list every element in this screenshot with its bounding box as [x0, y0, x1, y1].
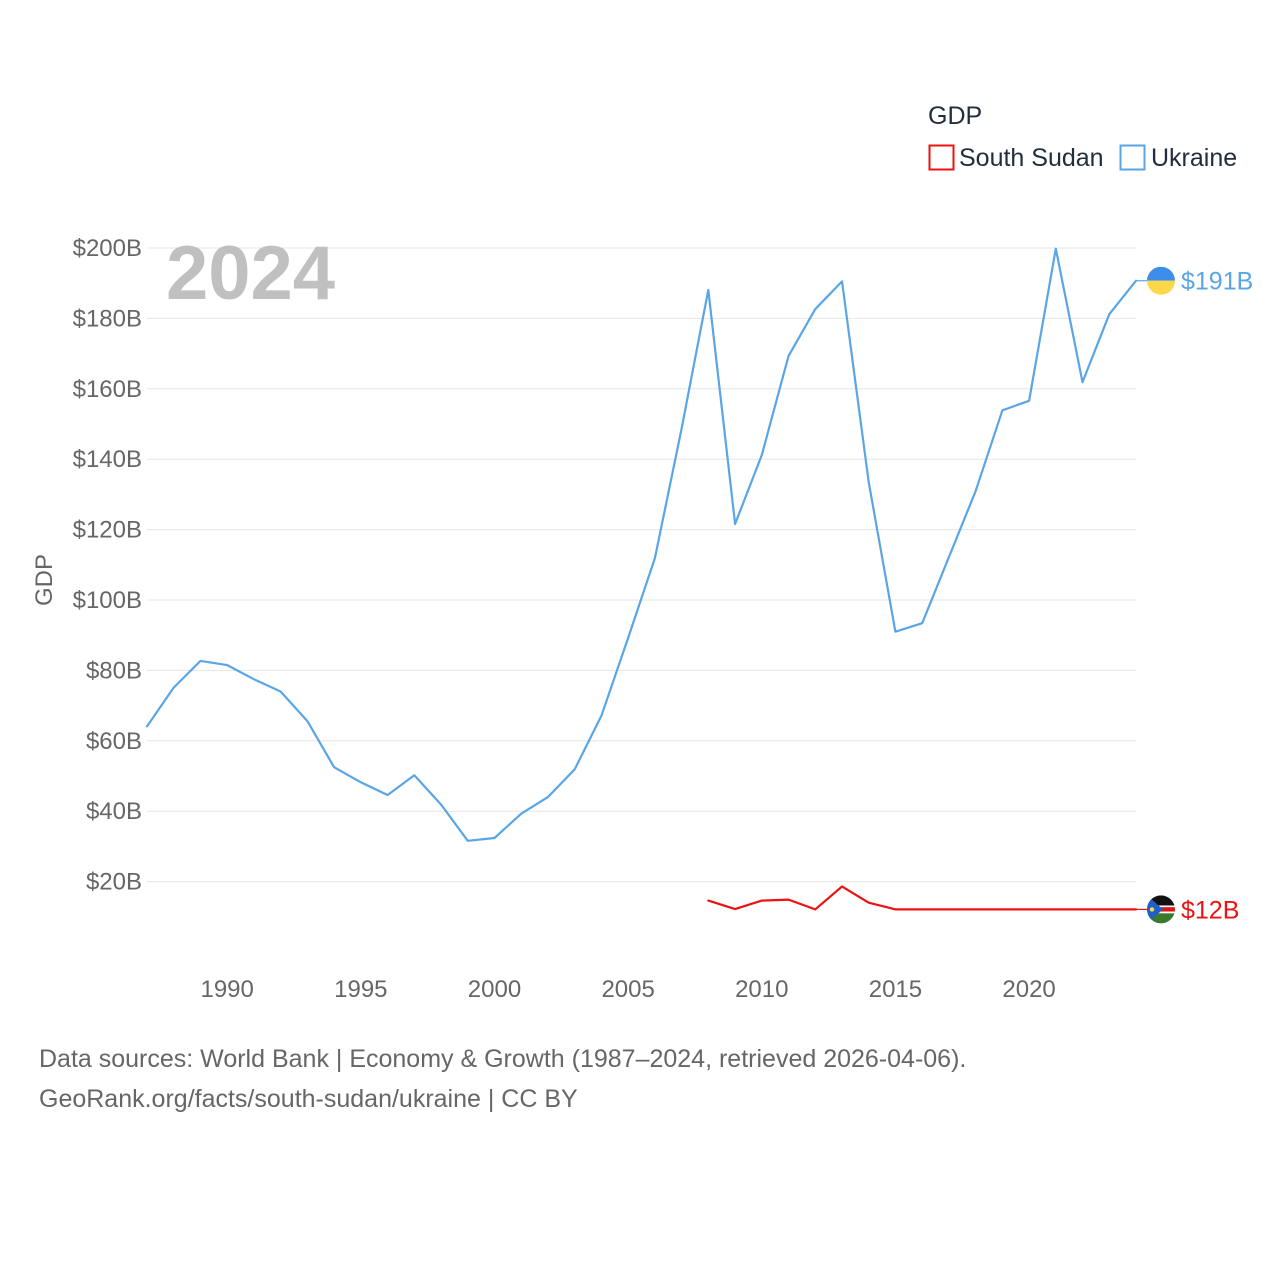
x-tick-label: 2015 [869, 976, 922, 1003]
legend-swatch-south-sudan [928, 144, 955, 171]
legend-label-south-sudan: South Sudan [959, 144, 1104, 172]
attribution-link[interactable]: GeoRank.org/facts/south-sudan/ukraine | … [39, 1085, 578, 1113]
x-tick-label: 2010 [735, 976, 788, 1003]
ukraine-flag-icon [1147, 266, 1175, 295]
series-line-ukraine[interactable] [145, 247, 1138, 842]
legend-swatch-ukraine [1119, 144, 1146, 171]
y-tick-label: $60B [86, 728, 142, 755]
y-tick-label: $160B [73, 376, 142, 403]
x-tick-label: 1995 [334, 976, 387, 1003]
legend-title: GDP [928, 102, 982, 130]
y-tick-label: $20B [86, 869, 142, 896]
legend-item-ukraine[interactable]: Ukraine [1119, 144, 1238, 172]
legend[interactable]: GDP South Sudan Ukraine [928, 102, 1237, 172]
y-axis-title: GDP [31, 554, 58, 606]
legend-label-ukraine: Ukraine [1151, 144, 1237, 172]
y-tick-label: $180B [73, 305, 142, 332]
end-value-label-ukraine: $191B [1181, 268, 1253, 296]
y-tick-label: $40B [86, 798, 142, 825]
south-sudan-flag-icon [1147, 895, 1175, 924]
year-label: 2024 [166, 231, 335, 316]
grid-lines [147, 247, 1136, 883]
y-axis-ticks: $20B $40B $60B $80B $100B $120B $140B $160B $180… [73, 235, 142, 896]
series-line-south-sudan[interactable] [707, 885, 1138, 911]
y-tick-label: $80B [86, 657, 142, 684]
data-source-note: Data sources: World Bank | Economy & Gro… [39, 1045, 967, 1073]
legend-item-south-sudan[interactable]: South Sudan [928, 144, 1104, 172]
y-tick-label: $120B [73, 517, 142, 544]
series-endpoints: $191B $12B [1136, 266, 1253, 924]
series-lines [145, 247, 1138, 911]
y-tick-label: $100B [73, 587, 142, 614]
end-value-label-south-sudan: $12B [1181, 896, 1239, 924]
x-tick-label: 1990 [200, 976, 253, 1003]
x-tick-label: 2005 [601, 976, 654, 1003]
x-tick-label: 2020 [1002, 976, 1055, 1003]
y-tick-label: $140B [73, 446, 142, 473]
y-tick-label: $200B [73, 235, 142, 262]
x-axis-ticks: 1990 1995 2000 2005 2010 2015 2020 [200, 976, 1055, 1003]
x-tick-label: 2000 [468, 976, 521, 1003]
